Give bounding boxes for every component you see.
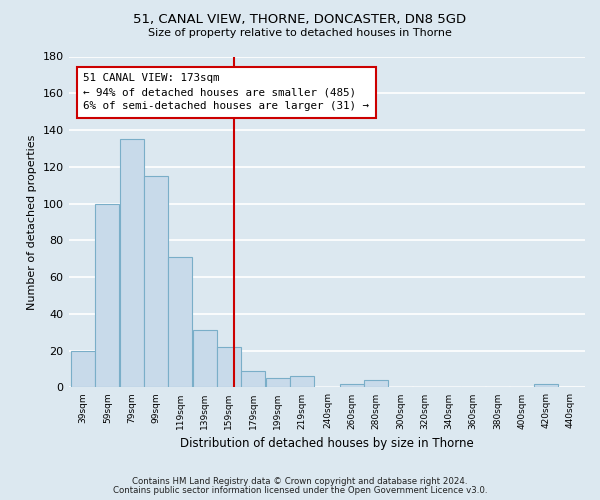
Bar <box>193 330 217 388</box>
Bar <box>169 257 193 388</box>
Text: Contains HM Land Registry data © Crown copyright and database right 2024.: Contains HM Land Registry data © Crown c… <box>132 477 468 486</box>
Bar <box>144 176 168 388</box>
X-axis label: Distribution of detached houses by size in Thorne: Distribution of detached houses by size … <box>180 437 473 450</box>
Bar <box>241 371 265 388</box>
Text: 51 CANAL VIEW: 173sqm
← 94% of detached houses are smaller (485)
6% of semi-deta: 51 CANAL VIEW: 173sqm ← 94% of detached … <box>83 73 369 111</box>
Bar <box>290 376 314 388</box>
Bar <box>120 139 144 388</box>
Bar <box>364 380 388 388</box>
Text: Contains public sector information licensed under the Open Government Licence v3: Contains public sector information licen… <box>113 486 487 495</box>
Text: Size of property relative to detached houses in Thorne: Size of property relative to detached ho… <box>148 28 452 38</box>
Bar <box>340 384 364 388</box>
Bar <box>95 204 119 388</box>
Text: 51, CANAL VIEW, THORNE, DONCASTER, DN8 5GD: 51, CANAL VIEW, THORNE, DONCASTER, DN8 5… <box>133 12 467 26</box>
Bar <box>266 378 290 388</box>
Bar <box>71 350 95 388</box>
Bar <box>217 347 241 388</box>
Y-axis label: Number of detached properties: Number of detached properties <box>27 134 37 310</box>
Bar <box>534 384 558 388</box>
